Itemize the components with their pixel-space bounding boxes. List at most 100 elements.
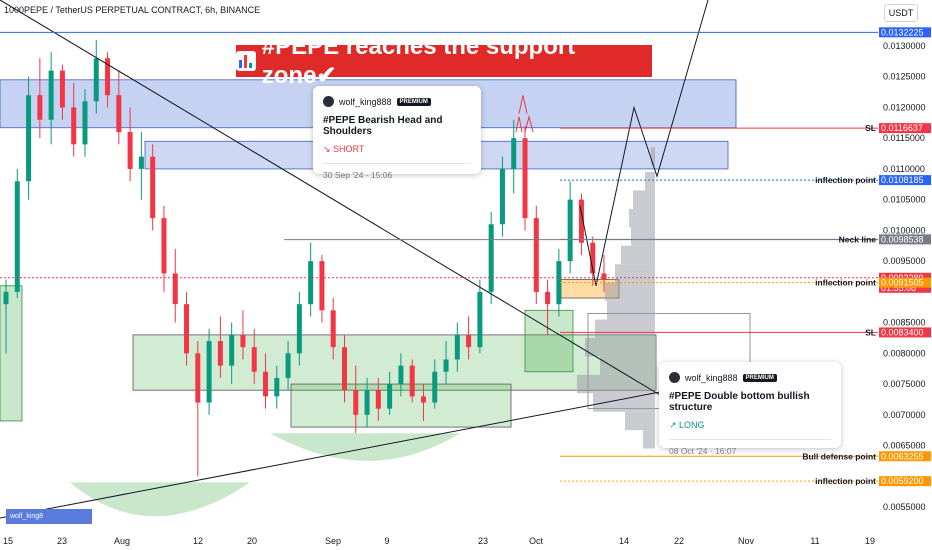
idea-banner: #PEPE reaches the support zone✔: [234, 33, 654, 89]
idea-direction: ↗ LONG: [669, 420, 705, 430]
price-level-name: Bull defense point: [802, 451, 876, 461]
volume-bar: [629, 208, 655, 228]
head-marker: [518, 95, 528, 114]
ascending-trendline: [0, 391, 661, 519]
candle: [48, 52, 54, 145]
idea-author[interactable]: wolf_king888: [339, 96, 392, 107]
candle: [567, 181, 573, 274]
volume-profile: [577, 147, 655, 449]
x-tick-label: Nov: [738, 536, 755, 546]
candles: [3, 39, 607, 477]
candle: [420, 384, 426, 421]
candle: [578, 193, 584, 255]
price-level-name: SL: [865, 327, 876, 337]
candle: [71, 82, 77, 157]
idea-title[interactable]: #PEPE Double bottom bullish structure: [669, 391, 810, 413]
volume-bar: [631, 227, 655, 246]
volume-bar: [595, 319, 655, 338]
candle-body: [116, 95, 122, 133]
banner-text: #PEPE reaches the support zone✔: [261, 32, 576, 89]
candle-body: [432, 371, 438, 403]
x-tick-label: 9: [384, 536, 389, 546]
candle: [37, 58, 43, 139]
price-label-text: 0.0132225: [881, 27, 924, 37]
candle-body: [454, 334, 460, 360]
idea-card-short[interactable]: wolf_king888 PREMIUM #PEPE Bearish Head a…: [313, 86, 481, 180]
candle-body: [37, 95, 43, 120]
support-zone: [0, 285, 23, 422]
candle: [105, 52, 111, 108]
candle: [545, 279, 551, 335]
candle-body: [409, 365, 415, 397]
candle: [556, 248, 562, 317]
price-level: inflection point 0.0059200: [560, 476, 931, 487]
candle: [522, 125, 528, 231]
price-label-box: [879, 234, 931, 245]
candle: [93, 39, 99, 114]
candle-body: [420, 396, 426, 403]
price-level: SL 0.0116637: [560, 123, 931, 134]
candle-body: [375, 390, 381, 409]
candle-body: [477, 291, 483, 348]
volume-bar: [593, 393, 655, 412]
candle: [454, 322, 460, 372]
candle: [172, 248, 178, 323]
candle: [138, 132, 144, 200]
candle: [127, 107, 133, 182]
y-tick-label: 0.0095000: [883, 256, 926, 266]
currency-button[interactable]: USDT: [884, 4, 918, 22]
candle-body: [533, 218, 539, 292]
candle-body: [319, 261, 325, 311]
candle: [59, 64, 65, 120]
candle-body: [545, 291, 551, 305]
candle: [14, 168, 20, 299]
idea-date: 08 Oct '24 · 16:07: [669, 446, 737, 456]
price-label-box: [879, 123, 931, 134]
symbol-header: 1000PEPE / TetherUS PERPETUAL CONTRACT, …: [4, 5, 261, 15]
rounding-bottom: [270, 433, 460, 461]
idea-author[interactable]: wolf_king888: [685, 372, 738, 383]
y-tick-label: 0.0055000: [883, 502, 926, 512]
idea-card-long[interactable]: wolf_king888 PREMIUM #PEPE Double bottom …: [659, 362, 841, 456]
volume-bar: [643, 430, 655, 449]
candle-body: [127, 132, 133, 169]
candle-body: [251, 347, 257, 372]
volume-bar: [607, 301, 655, 320]
candle-body: [398, 365, 404, 385]
y-tick-label: 0.0115000: [883, 133, 925, 143]
x-axis: 15 23 Aug 12 20 Sep 9 23 Oct 14 22 Nov 11 19: [3, 536, 875, 546]
candle: [364, 377, 370, 428]
candle-body: [590, 242, 596, 274]
volume-bar: [645, 172, 655, 191]
volume-bar: [585, 337, 655, 357]
y-tick-label: 0.0070000: [883, 410, 926, 420]
price-label-text: 0.0091505: [881, 278, 924, 288]
idea-title[interactable]: #PEPE Bearish Head and Shoulders: [323, 115, 443, 137]
candle-body: [387, 384, 393, 409]
candle-body: [556, 261, 562, 305]
descending-trendline: [0, 0, 661, 396]
candle: [82, 89, 88, 157]
x-tick-label: 15: [3, 536, 13, 546]
price-label-text: 0.0059200: [881, 476, 924, 486]
candle: [274, 365, 280, 409]
price-level-name: inflection point: [815, 278, 876, 288]
countdown-text: 01:55:08: [881, 283, 916, 293]
price-level: 0.0132225: [0, 27, 931, 38]
candle: [308, 242, 314, 317]
price-label-box: [879, 277, 931, 288]
volume-bar: [600, 356, 655, 375]
y-tick-label: 0.0105000: [883, 195, 926, 205]
candle-body: [274, 377, 280, 397]
price-level-name: inflection point: [815, 175, 876, 185]
candle-body: [48, 70, 54, 120]
candle: [206, 328, 212, 415]
price-label-text: 0.0063255: [881, 451, 924, 461]
candle-body: [217, 341, 223, 366]
candle-body: [138, 156, 144, 169]
candle-body: [82, 101, 88, 145]
y-tick-label: 0.0130000: [883, 41, 926, 51]
price-levels: 0.0132225 SL 0.0116637 inflection point 0.01…: [0, 27, 931, 487]
trendlines: [0, 0, 878, 519]
candle: [387, 371, 393, 415]
